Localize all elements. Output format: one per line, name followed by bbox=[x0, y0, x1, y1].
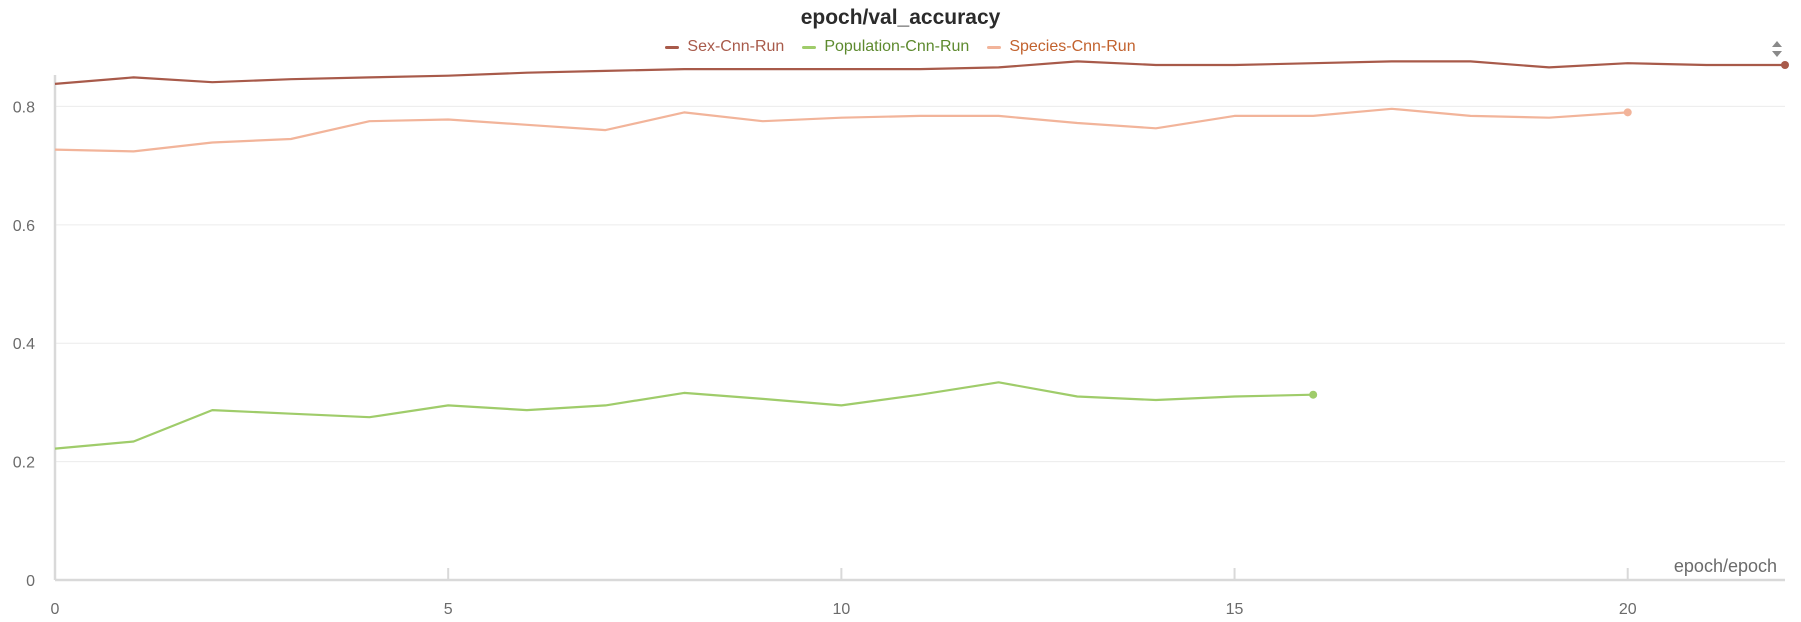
y-tick-label: 0.8 bbox=[13, 99, 35, 116]
series-line-population-cnn-run[interactable] bbox=[54, 381, 1314, 450]
y-tick-label: 0.2 bbox=[13, 455, 35, 472]
series-end-marker bbox=[1309, 390, 1318, 399]
x-tick-label: 15 bbox=[1226, 601, 1244, 618]
y-tick-label: 0.4 bbox=[13, 336, 35, 353]
grid-lines bbox=[55, 105, 1785, 463]
x-tick-label: 20 bbox=[1619, 601, 1637, 618]
legend-item[interactable]: Sex-Cnn-Run bbox=[665, 38, 784, 56]
legend-item[interactable]: Population-Cnn-Run bbox=[802, 38, 969, 56]
legend-label: Sex-Cnn-Run bbox=[687, 38, 785, 55]
series-line-species-cnn-run[interactable] bbox=[54, 107, 1628, 153]
tick-labels: 0 0.2 0.4 0.6 0.8 0 5 10 15 20 bbox=[13, 99, 1637, 618]
x-tick-label: 10 bbox=[832, 601, 850, 618]
legend-label: Population-Cnn-Run bbox=[824, 38, 970, 55]
legend-swatch bbox=[665, 45, 680, 49]
x-tick-label: 0 bbox=[51, 601, 60, 618]
x-tick-label: 5 bbox=[444, 601, 453, 618]
chart-title: epoch/val_accuracy bbox=[800, 6, 1001, 29]
axes bbox=[53, 75, 1785, 582]
sort-updown-icon[interactable] bbox=[1771, 40, 1783, 58]
x-axis-title: epoch/epoch bbox=[1674, 556, 1777, 576]
legend: Sex-Cnn-Run Population-Cnn-Run Species-Cnn… bbox=[0, 38, 1801, 56]
series-line-sex-cnn-run[interactable] bbox=[54, 60, 1785, 85]
series-end-marker bbox=[1623, 108, 1632, 117]
legend-swatch bbox=[802, 45, 817, 49]
series-end-marker bbox=[1781, 61, 1789, 69]
legend-swatch bbox=[987, 45, 1002, 49]
legend-item[interactable]: Species-Cnn-Run bbox=[987, 38, 1136, 56]
y-tick-label: 0 bbox=[26, 573, 35, 590]
y-tick-label: 0.6 bbox=[13, 218, 35, 235]
series-layer bbox=[54, 60, 1789, 450]
legend-label: Species-Cnn-Run bbox=[1009, 38, 1136, 55]
